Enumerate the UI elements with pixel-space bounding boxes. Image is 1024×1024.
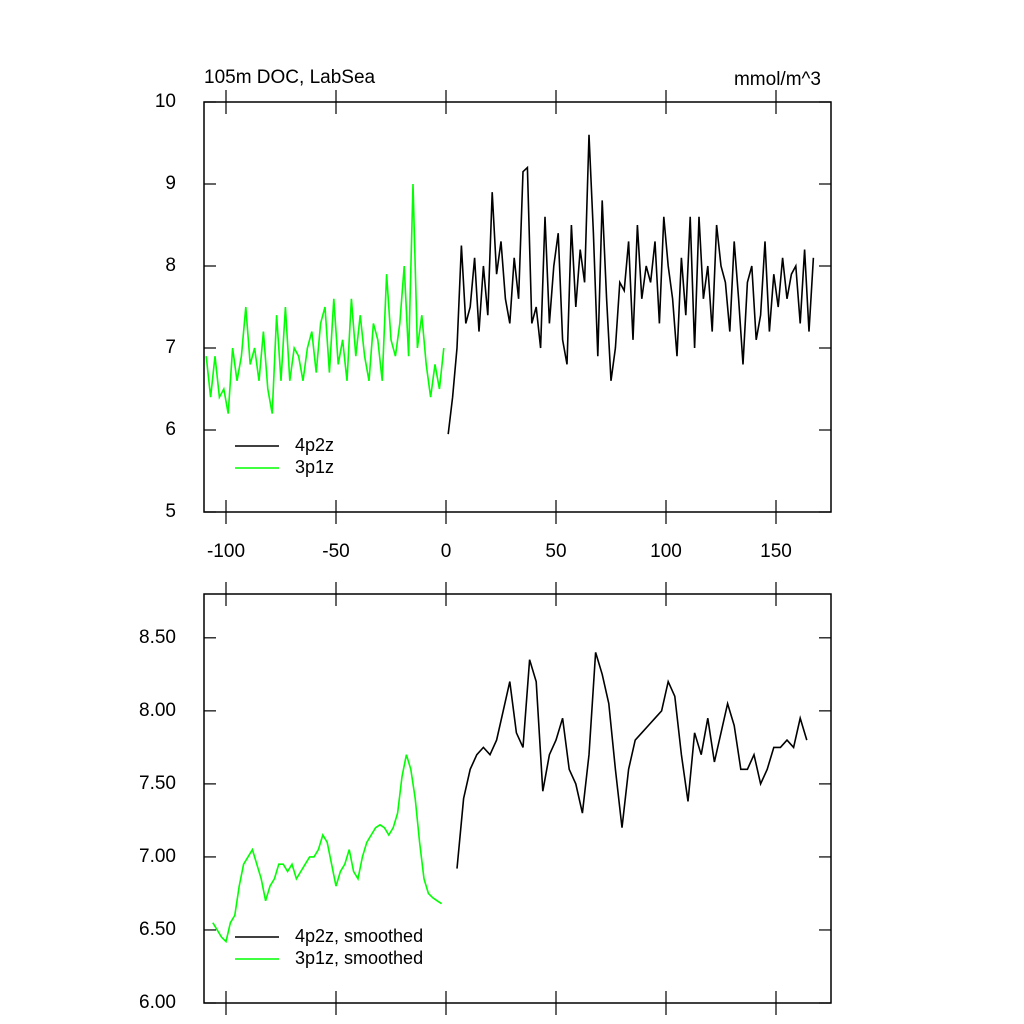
x-tick-label: 150 <box>760 541 792 562</box>
units-label: mmol/m^3 <box>734 69 821 90</box>
x-tick-label: 50 <box>545 541 566 562</box>
y-tick-label: 6 <box>165 419 176 440</box>
y-tick-label: 7.00 <box>139 846 176 867</box>
y-tick-label: 5 <box>165 501 176 522</box>
data-line <box>212 754 443 944</box>
data-line <box>456 652 808 869</box>
y-tick-label: 10 <box>155 91 176 112</box>
y-tick-label: 8.00 <box>139 700 176 721</box>
legend-label: 4p2z, smoothed <box>295 926 423 946</box>
legend-label: 3p1z, smoothed <box>295 948 423 968</box>
x-tick-label: 100 <box>650 541 682 562</box>
x-tick-label: 0 <box>441 541 452 562</box>
y-tick-label: 6.50 <box>139 919 176 940</box>
data-line <box>205 183 445 414</box>
legend-label: 4p2z <box>295 435 334 455</box>
y-tick-label: 6.00 <box>139 992 176 1013</box>
x-tick-label: -50 <box>322 541 349 562</box>
plot-frame <box>203 593 832 1004</box>
chart-title: 105m DOC, LabSea <box>204 67 376 88</box>
legend-label: 3p1z <box>295 457 334 477</box>
y-tick-label: 9 <box>165 173 176 194</box>
y-tick-label: 8 <box>165 255 176 276</box>
data-line <box>447 134 815 435</box>
plot-frame <box>203 101 832 513</box>
y-tick-label: 7 <box>165 337 176 358</box>
x-tick-label: -100 <box>207 541 245 562</box>
y-tick-label: 7.50 <box>139 773 176 794</box>
y-tick-label: 8.50 <box>139 627 176 648</box>
